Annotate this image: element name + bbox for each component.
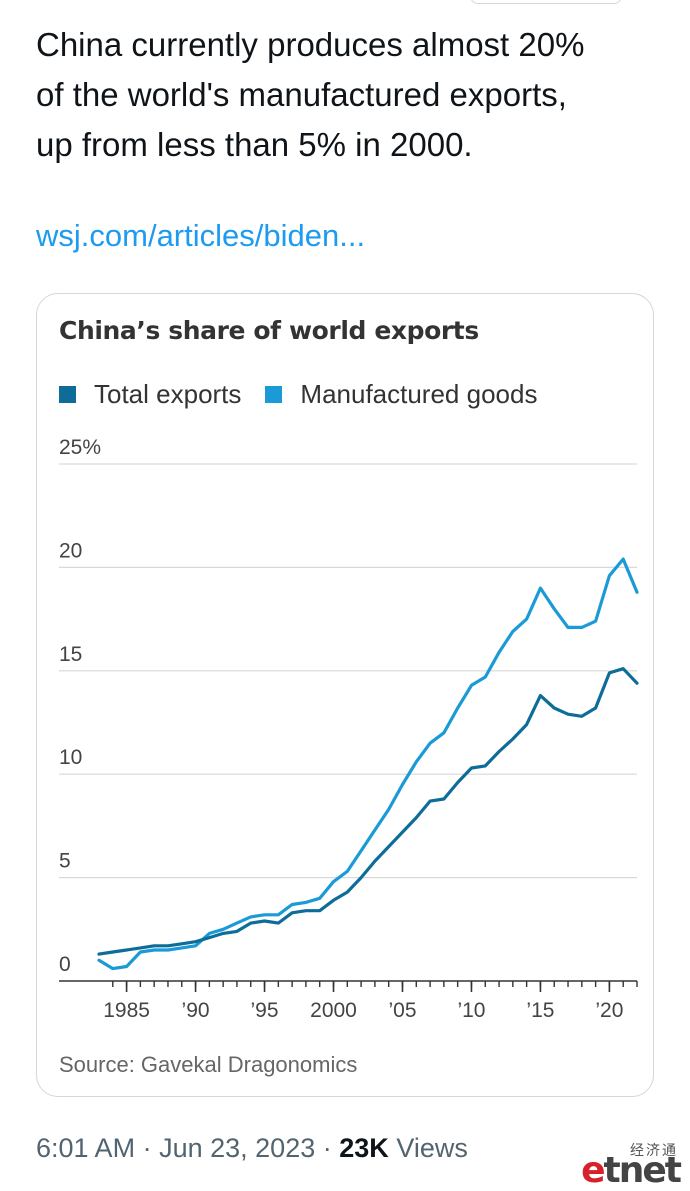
x-tick-label: ’20 <box>595 999 623 1022</box>
tweet-date[interactable]: Jun 23, 2023 <box>159 1133 316 1163</box>
x-tick-label: ’15 <box>526 999 554 1022</box>
series-line-total-exports <box>97 667 639 956</box>
y-tick-label: 10 <box>59 746 82 769</box>
x-tick-label: ’90 <box>182 999 210 1022</box>
legend-label-total-exports: Total exports <box>94 379 242 409</box>
y-tick-label: 25% <box>59 436 101 459</box>
top-card-remnant <box>470 0 622 4</box>
y-tick-label: 0 <box>59 953 71 976</box>
chart-legend: Total exports Manufactured goods <box>59 379 561 410</box>
y-tick-label: 5 <box>59 850 71 873</box>
x-tick-label: ’05 <box>388 999 416 1022</box>
views-label: Views <box>396 1133 468 1163</box>
chart-title: China’s share of world exports <box>59 316 479 345</box>
tweet-meta: 6:01 AM · Jun 23, 2023 · 23K Views <box>36 1133 468 1164</box>
watermark-logo-e: e <box>581 1150 605 1191</box>
tweet-time[interactable]: 6:01 AM <box>36 1133 136 1163</box>
watermark-chinese-text: 经济通 <box>630 1142 678 1158</box>
legend-swatch-total-exports <box>59 386 76 403</box>
legend-item-total-exports: Total exports <box>59 379 241 410</box>
line-chart: 0 5 10 15 20 25% 1985 ’90 ’95 2000 ’05 ’10 ’15 ’20 <box>59 436 639 1022</box>
y-tick-label: 15 <box>59 643 82 666</box>
chart-source: Source: Gavekal Dragonomics <box>59 1052 358 1077</box>
legend-item-manufactured-goods: Manufactured goods <box>265 379 537 410</box>
x-tick-label: ’10 <box>457 999 485 1022</box>
watermark-logo-rest: tnet <box>603 1150 682 1191</box>
meta-separator: · <box>322 1133 332 1163</box>
watermark-logo-text: etnet <box>581 1150 682 1191</box>
article-link[interactable]: wsj.com/articles/biden... <box>36 218 366 253</box>
tweet-text-line-2: of the world's manufactured exports, <box>36 76 567 113</box>
meta-separator: · <box>142 1133 152 1163</box>
tweet-text: China currently produces almost 20% of t… <box>36 20 656 170</box>
y-tick-label: 20 <box>59 539 82 562</box>
views-count: 23K <box>339 1133 389 1163</box>
tweet-text-line-3: up from less than 5% in 2000. <box>36 126 473 163</box>
chart-card[interactable]: China’s share of world exports Total exp… <box>36 293 654 1097</box>
x-tick-label: 2000 <box>310 999 357 1022</box>
x-tick-label: ’95 <box>251 999 279 1022</box>
legend-swatch-manufactured-goods <box>265 386 283 403</box>
x-tick-label: 1985 <box>103 999 150 1022</box>
etnet-watermark-logo: 经济通 etnet <box>581 1140 682 1191</box>
tweet-text-line-1: China currently produces almost 20% <box>36 26 585 63</box>
series-line-manufactured-goods <box>97 557 639 971</box>
legend-label-manufactured-goods: Manufactured goods <box>300 379 538 409</box>
